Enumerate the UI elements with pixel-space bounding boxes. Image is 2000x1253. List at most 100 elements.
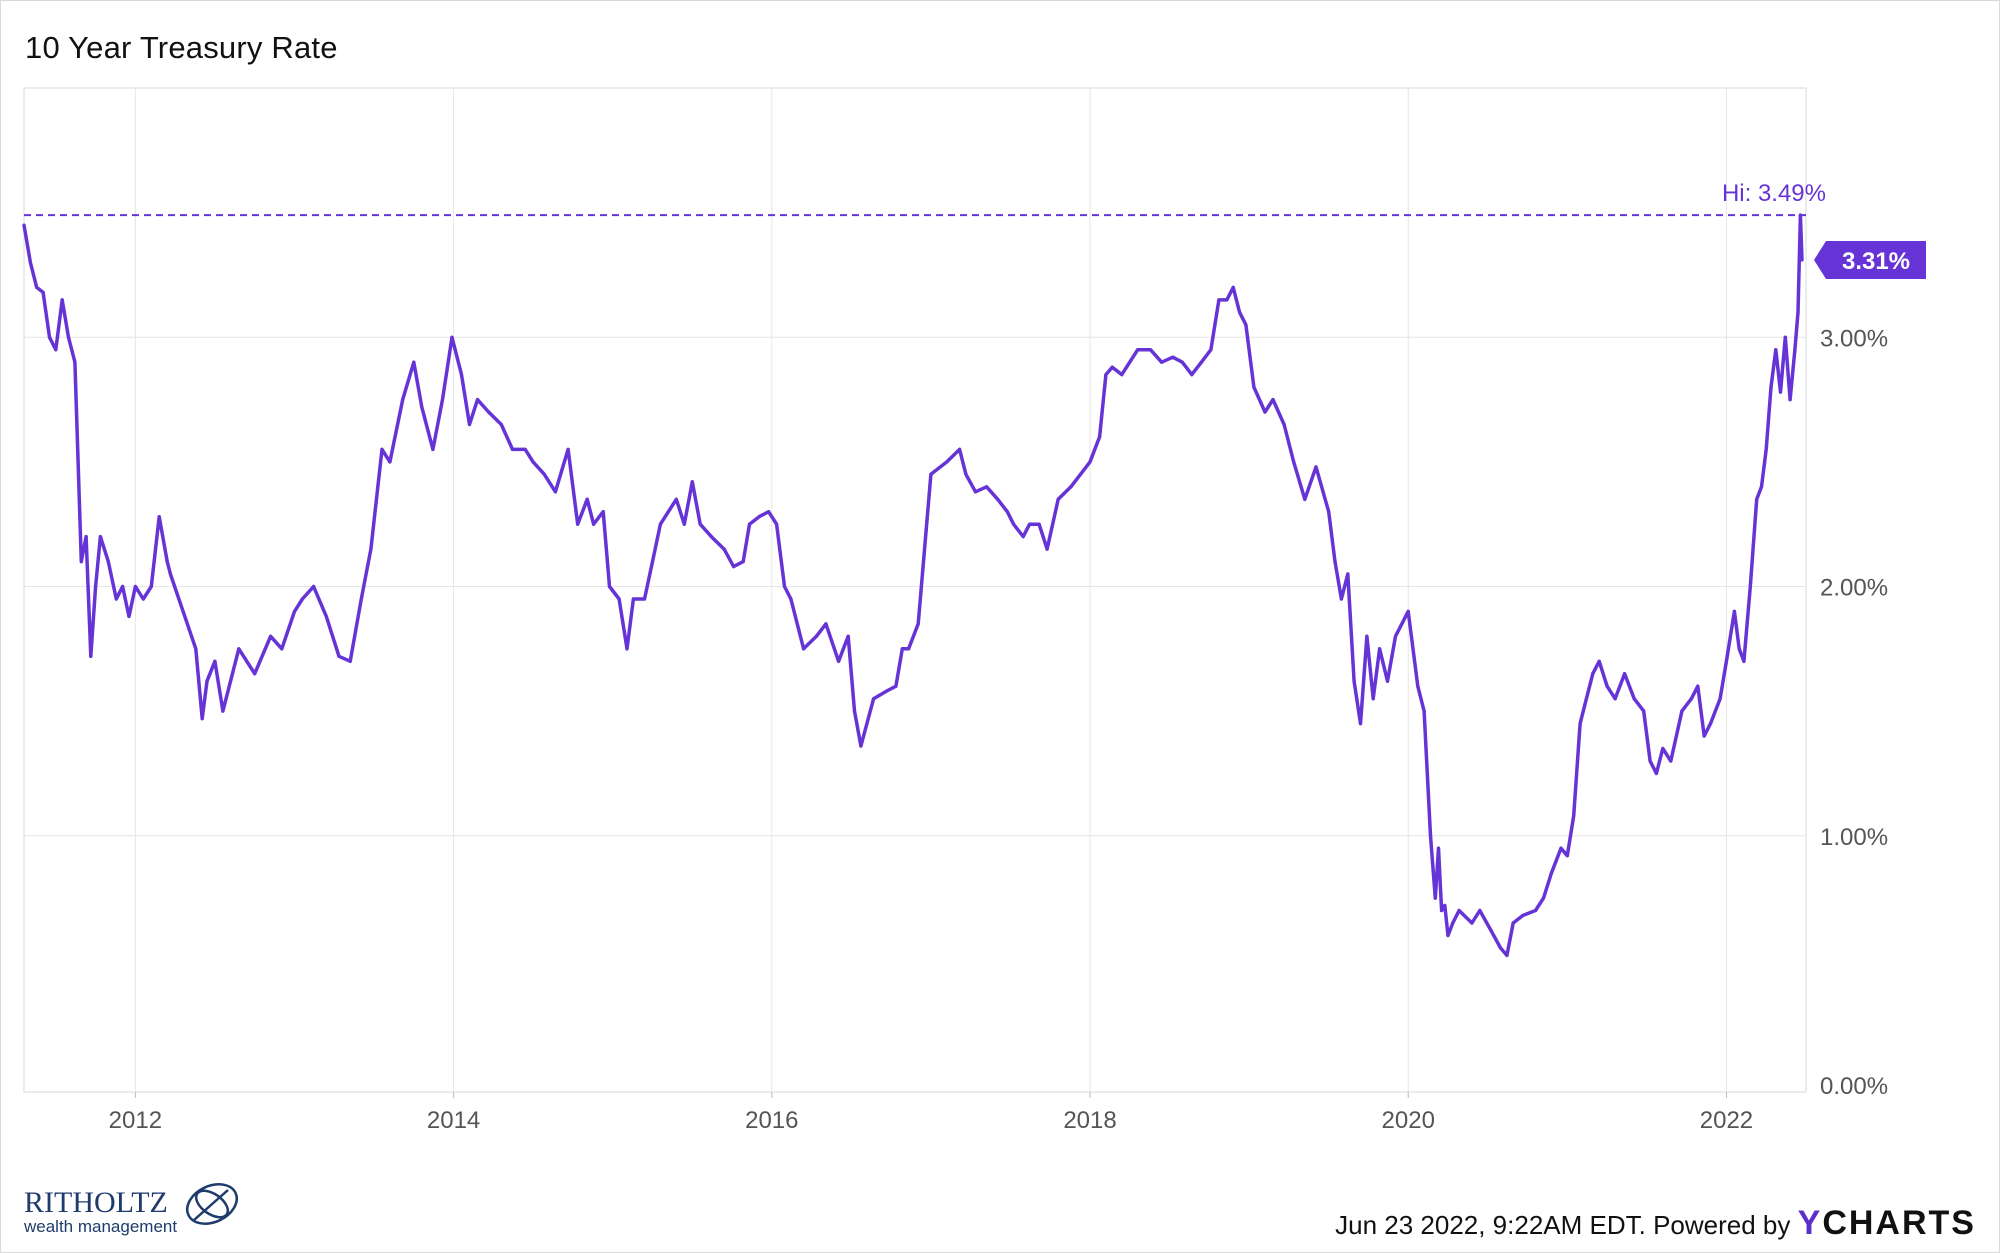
data-point — [54, 348, 58, 352]
data-point — [1238, 310, 1242, 314]
data-point — [674, 497, 678, 501]
data-point — [1406, 609, 1410, 614]
data-point — [420, 405, 424, 409]
data-point — [585, 497, 589, 501]
data-point — [1788, 398, 1792, 402]
chart-title: 10 Year Treasury Rate — [25, 30, 338, 65]
data-point — [1333, 560, 1337, 564]
x-tick-label: 2016 — [745, 1107, 798, 1134]
data-point — [168, 572, 172, 576]
data-point — [1584, 697, 1588, 701]
data-point — [802, 647, 806, 651]
x-tick-label: 2012 — [109, 1107, 162, 1134]
data-point — [872, 697, 876, 701]
data-point — [280, 647, 284, 651]
data-point — [1440, 908, 1444, 913]
data-point — [814, 634, 819, 638]
data-point — [41, 290, 45, 294]
data-point — [1732, 609, 1736, 614]
data-point — [1217, 298, 1221, 302]
data-point — [292, 609, 297, 614]
data-point — [73, 360, 77, 364]
data-point — [133, 584, 137, 589]
y-tick-label: 2.00% — [1820, 575, 1888, 602]
data-point — [300, 597, 304, 601]
data-point — [698, 522, 702, 526]
data-point — [625, 647, 629, 651]
data-point — [1271, 398, 1275, 402]
data-point — [1371, 697, 1375, 701]
data-point — [1769, 385, 1773, 389]
data-point — [964, 472, 968, 476]
data-point — [1632, 697, 1636, 701]
data-point — [1339, 597, 1343, 601]
x-axis-ticks: 2012 2014 2016 2018 2020 2022 — [109, 1107, 1753, 1134]
data-point — [1327, 510, 1331, 514]
data-point — [1669, 759, 1673, 763]
data-point — [1045, 547, 1049, 551]
data-point — [747, 522, 752, 526]
data-point — [1661, 746, 1665, 751]
y-tick-label: 1.00% — [1820, 824, 1888, 851]
logo-name: RITHOLTZ — [24, 1186, 168, 1219]
data-point — [1416, 684, 1420, 688]
data-point — [846, 634, 850, 638]
data-point — [440, 398, 445, 402]
data-point — [1428, 834, 1433, 838]
data-point — [467, 422, 472, 427]
data-point — [205, 679, 209, 683]
data-point — [1037, 522, 1041, 526]
data-point — [852, 709, 857, 713]
data-point — [1282, 422, 1286, 427]
data-point — [542, 472, 546, 476]
data-point — [431, 447, 435, 451]
data-point — [1623, 672, 1627, 676]
data-point — [1565, 854, 1569, 858]
data-point — [66, 335, 71, 339]
data-point — [566, 447, 570, 451]
data-point — [459, 373, 464, 377]
data-point — [1263, 410, 1267, 414]
data-point — [114, 597, 118, 601]
data-point — [945, 460, 949, 464]
data-point — [149, 584, 153, 589]
high-label: Hi: 3.49% — [1722, 180, 1826, 207]
data-point — [576, 522, 580, 526]
data-point — [1605, 684, 1609, 688]
current-value-badge: 3.31% — [1814, 240, 1926, 279]
data-point — [337, 654, 341, 658]
data-point — [1572, 814, 1576, 818]
data-point — [475, 398, 480, 402]
data-point — [1231, 285, 1235, 289]
data-point — [1708, 722, 1713, 726]
data-point — [1800, 258, 1804, 262]
ritholtz-logo: RITHOLTZ wealth management — [23, 1180, 244, 1245]
data-point — [1190, 373, 1194, 377]
data-point — [1104, 373, 1108, 377]
data-point — [269, 634, 273, 638]
data-point — [1393, 634, 1398, 638]
data-point — [1225, 298, 1229, 302]
footer-attribution: Jun 23 2022, 9:22AM EDT. Powered by YCHA… — [1335, 1204, 1976, 1243]
data-point — [782, 584, 787, 589]
data-point — [1433, 896, 1437, 900]
data-point — [1559, 846, 1563, 850]
data-point — [929, 472, 933, 476]
data-point — [1088, 460, 1092, 464]
data-point — [1436, 846, 1441, 850]
data-point — [181, 609, 185, 614]
data-point — [907, 647, 911, 651]
data-point — [523, 447, 527, 451]
data-point — [253, 672, 257, 676]
data-point — [1314, 465, 1318, 469]
data-point — [324, 614, 328, 619]
data-point — [1110, 365, 1114, 369]
data-point — [194, 647, 198, 651]
data-point — [106, 560, 110, 564]
timestamp: Jun 23 2022, 9:22AM EDT. — [1335, 1210, 1646, 1240]
data-point — [1443, 903, 1447, 908]
data-point — [1160, 360, 1164, 364]
data-point — [1489, 928, 1493, 933]
data-point — [1778, 390, 1783, 394]
data-point — [642, 597, 647, 601]
